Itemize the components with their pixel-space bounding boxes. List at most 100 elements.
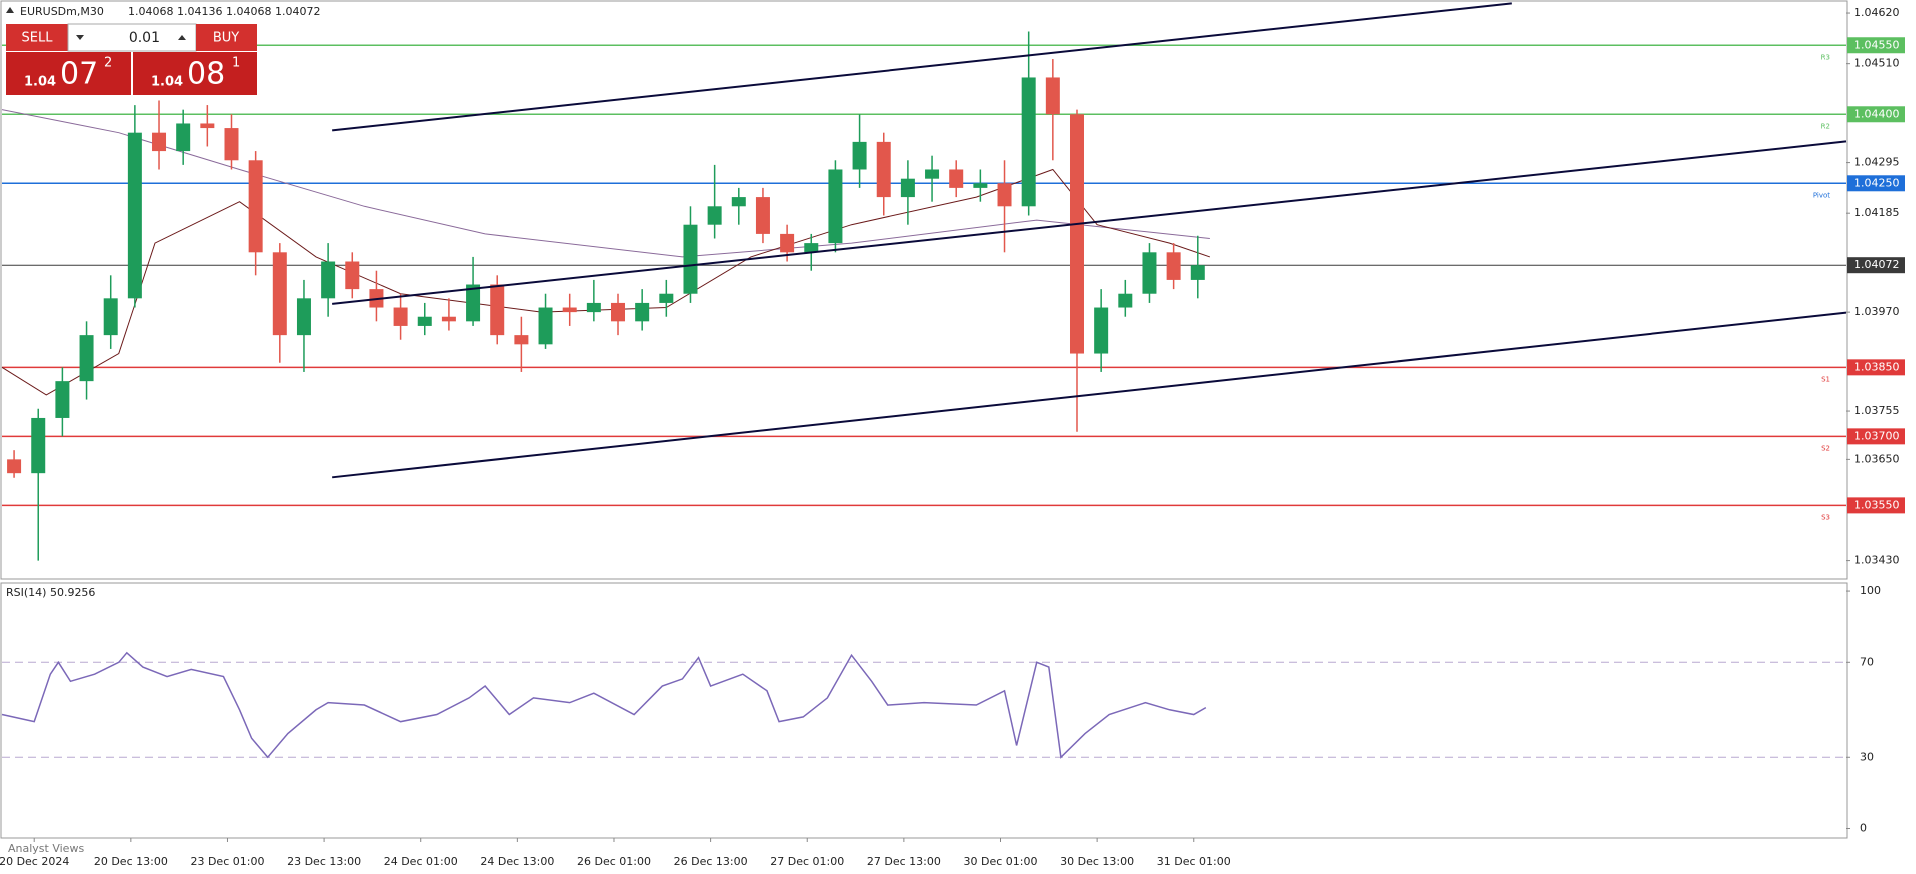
candle-body bbox=[393, 307, 408, 326]
level-box bbox=[1847, 175, 1905, 192]
bid-box[interactable] bbox=[6, 52, 131, 95]
footer[interactable]: Analyst Views bbox=[8, 842, 84, 855]
bid-pips[interactable]: 07 bbox=[60, 57, 98, 92]
sell-button[interactable] bbox=[6, 24, 68, 51]
candle-body bbox=[876, 141, 891, 198]
y-tick-label: 1.04510 bbox=[1854, 57, 1900, 70]
candle-body bbox=[224, 128, 239, 161]
indicator-title: RSI(14) 50.9256 bbox=[6, 586, 95, 599]
y-tick-label: 70 bbox=[1860, 655, 1874, 668]
x-tick-label: 23 Dec 13:00 bbox=[287, 855, 361, 868]
rsi-frame bbox=[0, 582, 1848, 839]
bid-big[interactable]: 1.04 bbox=[24, 75, 56, 90]
candle-body bbox=[538, 307, 553, 345]
candle-body bbox=[586, 302, 601, 313]
x-tick-label: 31 Dec 01:00 bbox=[1157, 855, 1231, 868]
level-label: 1.04072 bbox=[1854, 258, 1900, 271]
y-tick-label: 1.03755 bbox=[1854, 404, 1900, 417]
candle-body bbox=[997, 183, 1012, 207]
level-box bbox=[1847, 497, 1905, 514]
candle-body bbox=[176, 123, 191, 152]
candle-body bbox=[345, 261, 360, 290]
ask-pips[interactable]: 08 bbox=[187, 57, 225, 92]
candle-body bbox=[973, 183, 988, 188]
candle-body bbox=[31, 417, 46, 474]
candle-body bbox=[417, 316, 432, 326]
level-name: R2 bbox=[1821, 122, 1830, 130]
x-tick-label: 27 Dec 13:00 bbox=[867, 855, 941, 868]
level-name: Pivot bbox=[1813, 191, 1830, 199]
bid-fraction[interactable]: 2 bbox=[104, 56, 112, 71]
level-box bbox=[1847, 428, 1905, 445]
candle-body bbox=[804, 243, 819, 253]
candle-body bbox=[707, 206, 722, 225]
level-box bbox=[1847, 106, 1905, 123]
ohlc: 1.04068 1.04136 1.04068 1.04072 bbox=[128, 5, 320, 18]
lot-input[interactable] bbox=[67, 23, 197, 52]
candle-body bbox=[272, 252, 287, 336]
candle-body bbox=[55, 381, 70, 418]
y-tick-label: 1.04295 bbox=[1854, 156, 1900, 169]
candle-body bbox=[852, 141, 867, 170]
candle-body bbox=[780, 233, 795, 253]
candle-body bbox=[103, 298, 118, 336]
ask-big[interactable]: 1.04 bbox=[151, 75, 183, 90]
sell-label[interactable]: SELL bbox=[22, 31, 54, 46]
ask-fraction[interactable]: 1 bbox=[232, 56, 240, 71]
x-tick-label: 26 Dec 13:00 bbox=[674, 855, 748, 868]
trendline bbox=[332, 2, 1512, 132]
trade-panel: SELL 0.01 BUY 1.04 07 2 1.04 08 1 bbox=[6, 23, 257, 95]
candle-body bbox=[1118, 293, 1133, 308]
y-tick-label: 100 bbox=[1860, 584, 1881, 597]
candle-body bbox=[514, 335, 529, 345]
candle-body bbox=[1069, 114, 1084, 354]
candle-body bbox=[296, 298, 311, 336]
buy-label[interactable]: BUY bbox=[213, 31, 239, 46]
candle-body bbox=[755, 197, 770, 234]
level-box bbox=[1847, 37, 1905, 54]
candle-body bbox=[7, 459, 22, 474]
collapse-icon[interactable] bbox=[6, 7, 14, 13]
level-name: S1 bbox=[1821, 375, 1830, 383]
candle-body bbox=[1094, 307, 1109, 354]
candle-body bbox=[635, 302, 650, 322]
level-name: S3 bbox=[1821, 513, 1830, 521]
candle-body bbox=[490, 284, 505, 336]
buy-button[interactable] bbox=[196, 24, 257, 51]
level-label: 1.03850 bbox=[1854, 360, 1900, 373]
ask-box[interactable] bbox=[133, 52, 257, 95]
candle-body bbox=[152, 132, 167, 152]
candle-body bbox=[441, 316, 456, 322]
candle-body bbox=[828, 169, 843, 244]
x-tick-label: 20 Dec 2024 bbox=[0, 855, 69, 868]
x-tick-label: 23 Dec 01:00 bbox=[190, 855, 264, 868]
lot-value[interactable]: 0.01 bbox=[129, 30, 160, 46]
symbol: EURUSDm,M30 bbox=[20, 5, 104, 18]
candle-body bbox=[466, 284, 481, 322]
level-box bbox=[1847, 257, 1905, 274]
level-label: 1.04400 bbox=[1854, 107, 1900, 120]
level-name: R3 bbox=[1821, 53, 1830, 61]
candle-body bbox=[321, 261, 336, 299]
level-label: 1.03700 bbox=[1854, 429, 1900, 442]
trendline bbox=[332, 311, 1847, 479]
y-tick-label: 1.04620 bbox=[1854, 6, 1900, 19]
lot-up[interactable] bbox=[178, 35, 186, 40]
x-tick-label: 27 Dec 01:00 bbox=[770, 855, 844, 868]
level-box bbox=[1847, 359, 1905, 376]
candle-body bbox=[562, 307, 577, 313]
candle-body bbox=[659, 293, 674, 303]
candle-body bbox=[1045, 77, 1060, 115]
x-tick-label: 30 Dec 01:00 bbox=[964, 855, 1038, 868]
level-label: 1.04250 bbox=[1854, 176, 1900, 189]
candle-body bbox=[900, 178, 915, 198]
lot-down[interactable] bbox=[76, 35, 84, 40]
candle-body bbox=[1021, 77, 1036, 207]
candle-body bbox=[1166, 252, 1181, 280]
y-tick-label: 30 bbox=[1860, 750, 1874, 763]
rsi-line bbox=[1, 651, 1207, 759]
y-tick-label: 1.03650 bbox=[1854, 452, 1900, 465]
x-tick-label: 30 Dec 13:00 bbox=[1060, 855, 1134, 868]
candle-body bbox=[248, 160, 263, 253]
